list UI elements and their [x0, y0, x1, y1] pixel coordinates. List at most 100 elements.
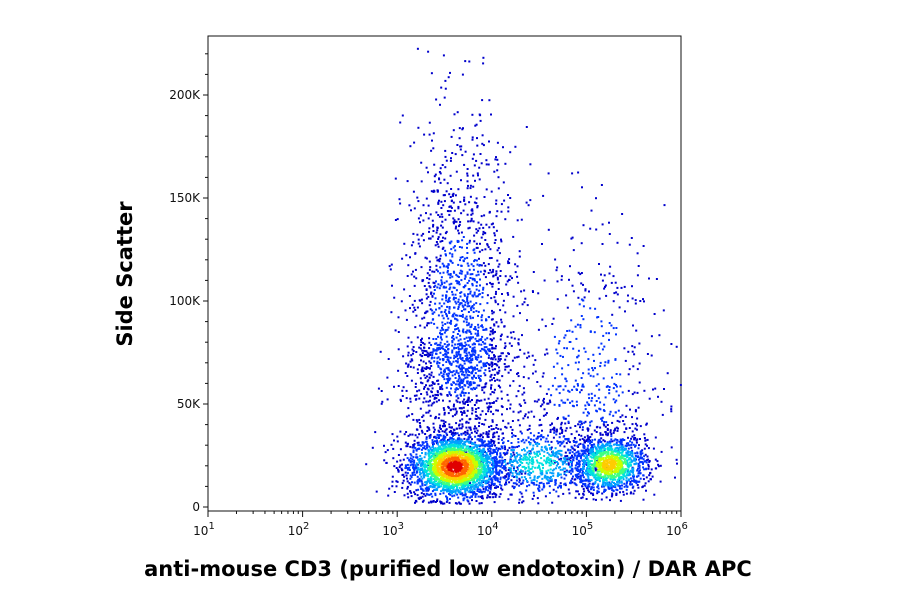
data-point [581, 426, 584, 429]
data-point [611, 481, 614, 484]
data-point [409, 460, 412, 463]
data-point [475, 274, 478, 277]
data-point [437, 365, 440, 368]
data-point [604, 444, 607, 447]
data-point [423, 472, 426, 475]
data-point [582, 474, 584, 477]
data-point [431, 449, 434, 451]
data-point [455, 328, 458, 330]
data-point [480, 458, 483, 461]
data-point [422, 219, 425, 222]
data-point [441, 215, 444, 218]
data-point [592, 375, 595, 378]
data-point [591, 444, 594, 446]
data-point [564, 377, 567, 380]
data-point [612, 300, 615, 303]
data-point [416, 471, 419, 473]
data-point [475, 449, 478, 452]
data-point [501, 488, 504, 491]
data-point [455, 360, 458, 363]
data-point [522, 479, 525, 482]
data-point [542, 194, 545, 197]
data-point [636, 424, 639, 427]
data-point [588, 490, 591, 493]
data-point [438, 426, 441, 429]
data-point [424, 453, 427, 456]
data-point [573, 454, 576, 457]
data-point [542, 482, 545, 485]
data-point [505, 479, 508, 482]
data-point [575, 490, 578, 493]
data-point [424, 440, 427, 443]
data-point [609, 485, 612, 488]
data-point [495, 202, 498, 205]
data-point [496, 276, 499, 279]
data-point [589, 441, 592, 444]
data-point [515, 452, 518, 454]
data-point [464, 392, 467, 394]
data-point [506, 449, 509, 452]
data-point [541, 473, 544, 476]
data-point [552, 365, 555, 368]
data-point [422, 401, 425, 404]
data-point [573, 482, 576, 485]
data-point [435, 98, 438, 101]
data-point [642, 485, 644, 488]
data-point [461, 390, 464, 393]
data-point [435, 264, 438, 267]
data-point [582, 411, 585, 414]
data-point [579, 420, 582, 423]
data-point [477, 486, 479, 489]
data-point [437, 258, 440, 261]
data-point [508, 446, 511, 449]
data-point [429, 482, 431, 485]
data-point [482, 56, 485, 59]
data-point [406, 487, 409, 490]
data-point [635, 482, 638, 484]
data-point [498, 379, 501, 382]
data-point [419, 454, 422, 457]
data-point [468, 374, 471, 377]
data-point [485, 455, 488, 458]
data-point [548, 477, 551, 479]
data-point [444, 249, 447, 252]
data-point [579, 438, 582, 441]
data-point [514, 459, 517, 462]
data-point [481, 99, 484, 102]
data-point [482, 273, 485, 276]
data-point [460, 380, 463, 383]
data-point [501, 352, 504, 355]
data-point [605, 443, 607, 446]
data-point [490, 271, 493, 274]
data-point [458, 501, 461, 504]
data-point [628, 368, 631, 371]
data-point [443, 430, 446, 433]
data-point [519, 456, 522, 459]
data-point [442, 441, 445, 444]
data-point [611, 494, 614, 497]
data-point [614, 411, 617, 414]
data-point [386, 449, 389, 452]
data-point [576, 467, 579, 470]
data-point [605, 294, 608, 297]
data-point [439, 341, 442, 344]
data-point [469, 359, 472, 362]
data-point [435, 440, 438, 443]
data-point [595, 400, 598, 402]
data-point [489, 393, 492, 396]
data-point [580, 298, 583, 301]
data-point [444, 429, 447, 432]
data-point [479, 438, 482, 441]
data-point [482, 309, 485, 312]
data-point [616, 489, 619, 492]
data-point [471, 489, 474, 492]
data-point [463, 345, 466, 347]
data-point [601, 492, 604, 495]
data-point [523, 391, 526, 394]
data-point [486, 471, 489, 473]
data-point [532, 447, 534, 450]
data-point [654, 436, 657, 439]
data-point [502, 304, 505, 307]
data-point [601, 419, 604, 422]
data-point [536, 476, 539, 478]
